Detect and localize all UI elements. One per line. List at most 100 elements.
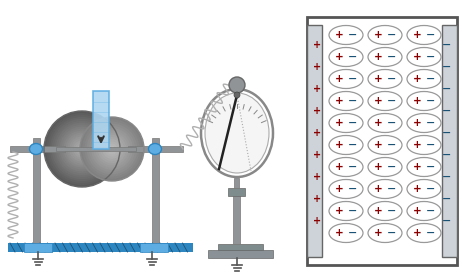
Ellipse shape	[368, 158, 402, 176]
Text: +: +	[334, 30, 343, 40]
Text: −: −	[387, 162, 397, 172]
Text: +: +	[334, 162, 343, 172]
Text: −: −	[442, 84, 452, 94]
Text: +: +	[374, 52, 383, 62]
Ellipse shape	[407, 179, 441, 199]
Text: −: −	[387, 30, 397, 40]
Text: −: −	[387, 206, 397, 216]
Circle shape	[87, 124, 137, 174]
Text: −: −	[348, 74, 358, 84]
Text: +: +	[313, 106, 321, 116]
Ellipse shape	[329, 158, 363, 176]
Text: −: −	[348, 52, 358, 62]
Circle shape	[77, 144, 87, 154]
Bar	[218, 244, 263, 250]
Text: −: −	[387, 74, 397, 84]
Circle shape	[229, 77, 245, 93]
Text: −: −	[442, 172, 452, 182]
Text: +: +	[334, 74, 343, 84]
Ellipse shape	[368, 136, 402, 155]
Text: −: −	[426, 96, 436, 106]
Ellipse shape	[407, 202, 441, 221]
Bar	[24, 243, 52, 252]
Circle shape	[79, 146, 85, 152]
Bar	[56, 147, 136, 151]
Text: +: +	[334, 140, 343, 150]
Text: −: −	[348, 140, 358, 150]
Ellipse shape	[407, 25, 441, 45]
Text: −: −	[442, 128, 452, 138]
Text: −: −	[348, 228, 358, 238]
Text: −: −	[348, 96, 358, 106]
Ellipse shape	[368, 179, 402, 199]
Ellipse shape	[148, 144, 162, 155]
Text: −: −	[426, 118, 436, 128]
Text: −: −	[348, 118, 358, 128]
Text: −: −	[426, 140, 436, 150]
Circle shape	[104, 141, 120, 157]
Text: +: +	[334, 96, 343, 106]
Bar	[307, 25, 322, 257]
Text: +: +	[413, 206, 421, 216]
Text: −: −	[442, 106, 452, 116]
Circle shape	[44, 111, 120, 187]
Bar	[152, 138, 159, 243]
Circle shape	[54, 121, 110, 177]
Circle shape	[85, 122, 140, 177]
Bar	[442, 25, 457, 257]
Bar	[228, 188, 245, 196]
Ellipse shape	[329, 69, 363, 88]
Ellipse shape	[407, 92, 441, 111]
Text: +: +	[413, 140, 421, 150]
Bar	[128, 146, 183, 152]
Text: −: −	[442, 62, 452, 72]
Text: +: +	[334, 206, 343, 216]
Bar	[234, 178, 239, 188]
Circle shape	[71, 138, 93, 160]
Circle shape	[100, 137, 124, 161]
Circle shape	[91, 128, 133, 170]
Text: +: +	[334, 118, 343, 128]
Bar	[8, 243, 193, 252]
Circle shape	[61, 129, 103, 169]
Bar	[10, 146, 65, 152]
Circle shape	[109, 146, 115, 152]
Bar	[208, 250, 273, 258]
Ellipse shape	[329, 92, 363, 111]
Circle shape	[89, 126, 135, 172]
Ellipse shape	[30, 144, 43, 155]
Circle shape	[80, 117, 144, 181]
Bar	[93, 91, 109, 149]
Text: +: +	[313, 172, 321, 182]
Text: +: +	[374, 96, 383, 106]
Text: −: −	[348, 162, 358, 172]
Text: +: +	[413, 118, 421, 128]
Bar	[233, 192, 240, 244]
Text: −: −	[426, 30, 436, 40]
Text: +: +	[374, 206, 383, 216]
Text: −: −	[348, 206, 358, 216]
Bar	[140, 243, 168, 252]
Text: −: −	[348, 30, 358, 40]
Circle shape	[52, 119, 112, 179]
Circle shape	[102, 139, 122, 159]
Ellipse shape	[329, 48, 363, 67]
Text: +: +	[334, 228, 343, 238]
Circle shape	[56, 123, 108, 175]
Ellipse shape	[205, 93, 269, 173]
Circle shape	[67, 134, 97, 164]
Text: −: −	[387, 140, 397, 150]
Ellipse shape	[368, 223, 402, 242]
Circle shape	[111, 148, 113, 150]
Text: +: +	[413, 228, 421, 238]
Ellipse shape	[329, 113, 363, 132]
Circle shape	[73, 140, 91, 158]
Text: +: +	[313, 84, 321, 94]
Ellipse shape	[407, 69, 441, 88]
Circle shape	[46, 113, 118, 185]
Text: −: −	[387, 228, 397, 238]
Bar	[33, 138, 40, 243]
Ellipse shape	[329, 136, 363, 155]
Ellipse shape	[407, 48, 441, 67]
Circle shape	[98, 135, 126, 163]
